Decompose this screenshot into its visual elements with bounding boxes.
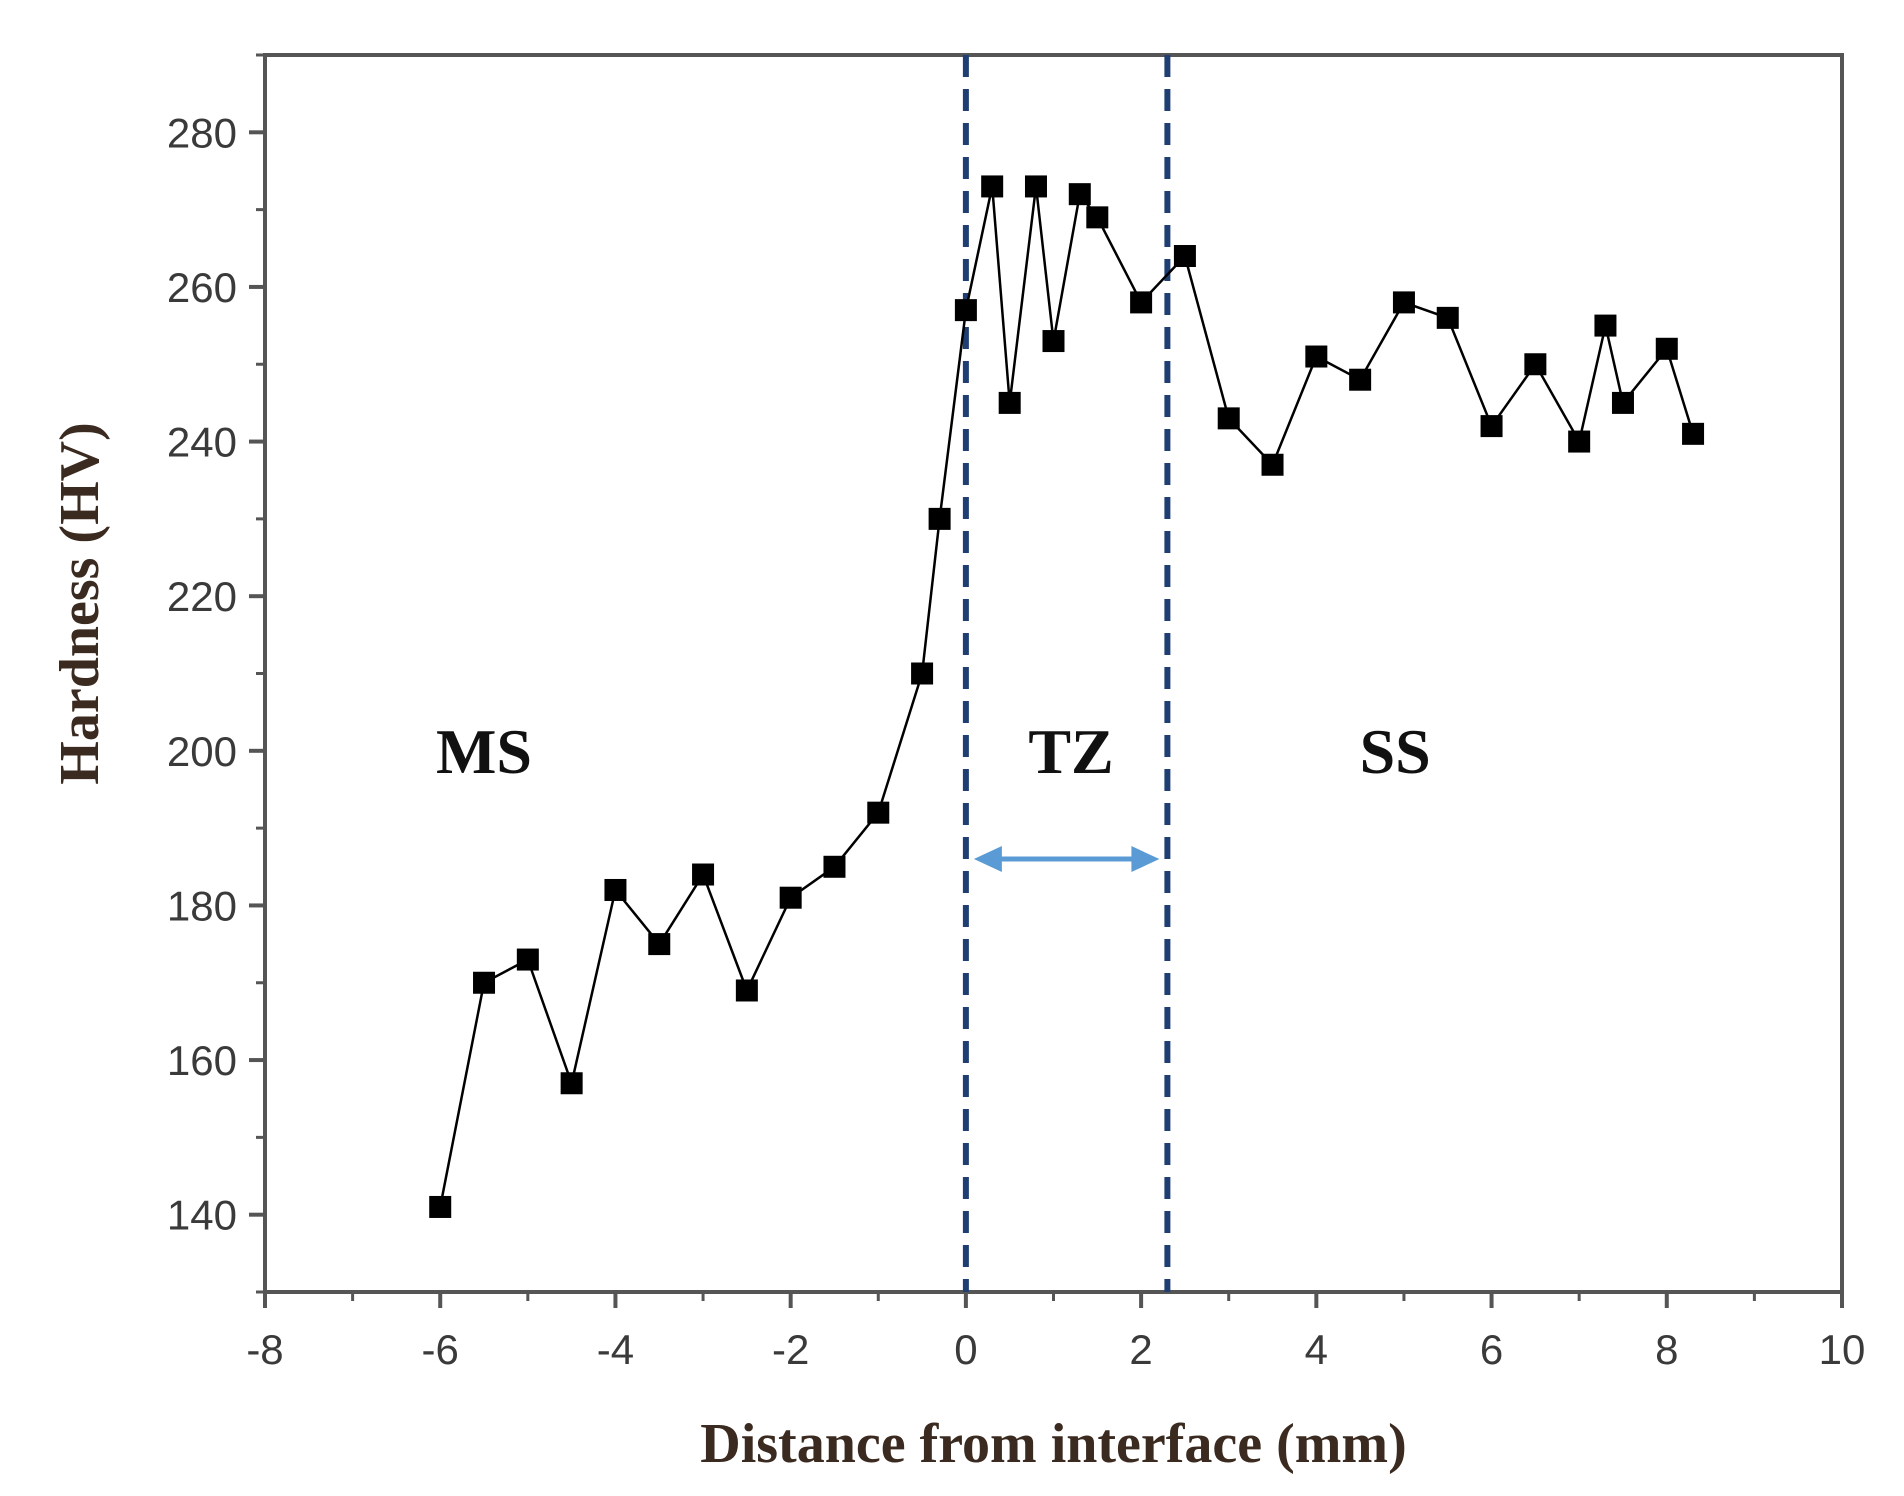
x-tick-label: -2	[772, 1326, 809, 1373]
x-tick-label: 0	[954, 1326, 977, 1373]
region-label: SS	[1360, 716, 1431, 787]
data-point	[1042, 330, 1065, 353]
data-point	[1130, 291, 1153, 314]
y-tick-label: 160	[167, 1037, 237, 1084]
data-point	[911, 662, 934, 685]
data-point	[604, 878, 627, 901]
data-point	[1349, 368, 1372, 391]
data-point	[648, 933, 671, 956]
data-point	[867, 801, 890, 824]
data-point	[954, 299, 977, 322]
data-point	[1480, 415, 1503, 438]
tz-width-arrow	[973, 846, 1160, 873]
x-tick-label: -4	[597, 1326, 634, 1373]
data-point	[1568, 430, 1591, 453]
x-tick-label: 6	[1480, 1326, 1503, 1373]
data-point	[560, 1072, 583, 1095]
data-point	[1086, 206, 1109, 229]
y-tick-label: 240	[167, 419, 237, 466]
x-tick-label: 8	[1655, 1326, 1678, 1373]
y-axis-title: Hardness (HV)	[49, 422, 111, 784]
data-point	[1305, 345, 1328, 368]
data-point	[1068, 183, 1091, 206]
plot-frame	[263, 53, 1844, 1294]
x-axis-ticks: -8 -6 -4 -2 0 2 4 6 8 10	[246, 1292, 1865, 1373]
data-point	[1594, 314, 1617, 337]
data-point	[1392, 291, 1415, 314]
data-point	[1611, 391, 1634, 414]
data-point	[981, 175, 1004, 198]
data-point	[735, 979, 758, 1002]
x-tick-label: -6	[422, 1326, 459, 1373]
data-point	[1524, 353, 1547, 376]
x-tick-label: 4	[1305, 1326, 1328, 1373]
x-tick-label: 2	[1129, 1326, 1152, 1373]
y-tick-label: 280	[167, 109, 237, 156]
series-line	[438, 186, 1695, 1208]
zone-boundary-lines	[962, 55, 1171, 1292]
y-tick-label: 260	[167, 264, 237, 311]
series-line-group	[438, 186, 1695, 1208]
region-label: TZ	[1028, 716, 1113, 787]
data-point	[928, 507, 951, 530]
arrow-head-right	[1131, 846, 1160, 873]
data-point	[1655, 337, 1678, 360]
y-tick-label: 200	[167, 728, 237, 775]
data-point	[1436, 306, 1459, 329]
data-point	[1024, 175, 1047, 198]
arrow-head-left	[973, 846, 1002, 873]
region-labels: MS TZ SS	[436, 716, 1431, 787]
x-tick-label: 10	[1819, 1326, 1866, 1373]
data-point	[1217, 407, 1240, 430]
y-tick-label: 220	[167, 573, 237, 620]
data-point	[516, 948, 539, 971]
data-point	[429, 1195, 452, 1218]
data-markers	[429, 175, 1705, 1218]
data-point	[1173, 245, 1196, 268]
data-point	[1261, 453, 1284, 476]
data-point	[1682, 422, 1705, 445]
x-axis-title: Distance from interface (mm)	[700, 1413, 1406, 1475]
y-tick-label: 180	[167, 882, 237, 929]
data-point	[692, 863, 715, 886]
data-point	[998, 391, 1021, 414]
data-point	[823, 855, 846, 878]
y-tick-label: 140	[167, 1192, 237, 1239]
data-point	[473, 971, 496, 994]
y-axis-ticks: 140 160 180 200 220 240 260 280	[167, 53, 265, 1294]
region-label: MS	[436, 716, 532, 787]
x-tick-label: -8	[246, 1326, 283, 1373]
data-point	[779, 886, 802, 909]
